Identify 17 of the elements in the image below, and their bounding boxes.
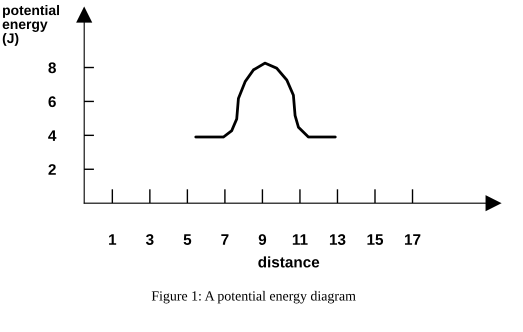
- x-tick-label: 7: [221, 234, 228, 245]
- x-tick-label: 9: [258, 234, 266, 245]
- line-series: [194, 62, 337, 138]
- y-axis-title: potential energy (J): [2, 4, 59, 46]
- y-tick-label: 2: [48, 164, 56, 175]
- x-tick-label: 1: [109, 234, 116, 245]
- x-axis-title: distance: [258, 256, 320, 268]
- x-tick-label: 15: [367, 234, 384, 245]
- y-tick-label: 4: [48, 130, 56, 141]
- x-tick-label: 3: [146, 234, 154, 245]
- y-tick-label: 6: [48, 96, 56, 108]
- y-tick-label: 8: [48, 62, 56, 74]
- x-tick-label: 17: [404, 234, 420, 245]
- x-tick-label: 11: [292, 234, 308, 245]
- caption: Figure 1: A potential energy diagram: [152, 290, 356, 304]
- x-tick-label: 13: [330, 234, 346, 245]
- x-tick-label: 5: [184, 234, 192, 245]
